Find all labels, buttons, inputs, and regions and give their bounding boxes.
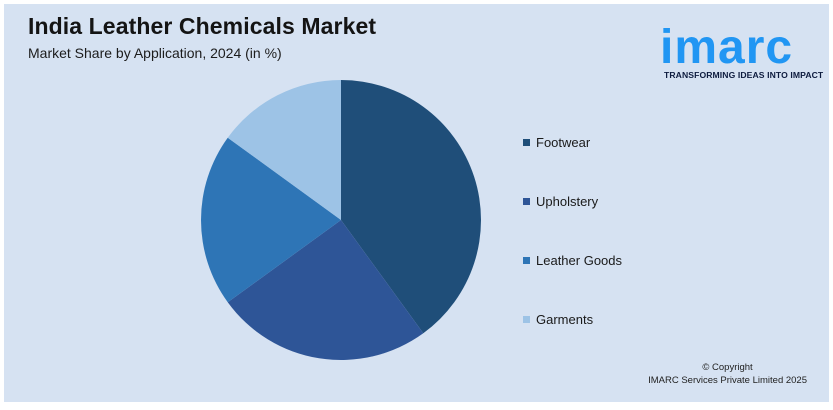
logo-wordmark: imarc — [660, 21, 794, 74]
legend-swatch — [523, 316, 530, 323]
legend-label: Leather Goods — [536, 253, 623, 268]
pie-slice-footwear — [341, 80, 481, 334]
logo-tagline: TRANSFORMING IDEAS INTO IMPACT — [664, 70, 824, 80]
chart-subtitle: Market Share by Application, 2024 (in %) — [28, 45, 282, 61]
legend-swatch — [523, 139, 530, 146]
legend-swatch — [523, 198, 530, 205]
copyright-line2: IMARC Services Private Limited 2025 — [648, 375, 807, 386]
legend-label: Upholstery — [536, 194, 599, 209]
pie-slice-leather-goods — [201, 137, 341, 303]
copyright-notice: © Copyright IMARC Services Private Limit… — [648, 361, 807, 387]
pie-slice-upholstery — [227, 220, 424, 360]
copyright-line1: © Copyright — [702, 362, 753, 373]
pie-slice-garments — [227, 80, 341, 220]
legend-label: Footwear — [536, 135, 591, 150]
chart-title: India Leather Chemicals Market — [28, 13, 377, 39]
legend-label: Garments — [536, 312, 594, 327]
imarc-logo: imarc TRANSFORMING IDEAS INTO IMPACT — [660, 8, 824, 82]
legend-swatch — [523, 257, 530, 264]
